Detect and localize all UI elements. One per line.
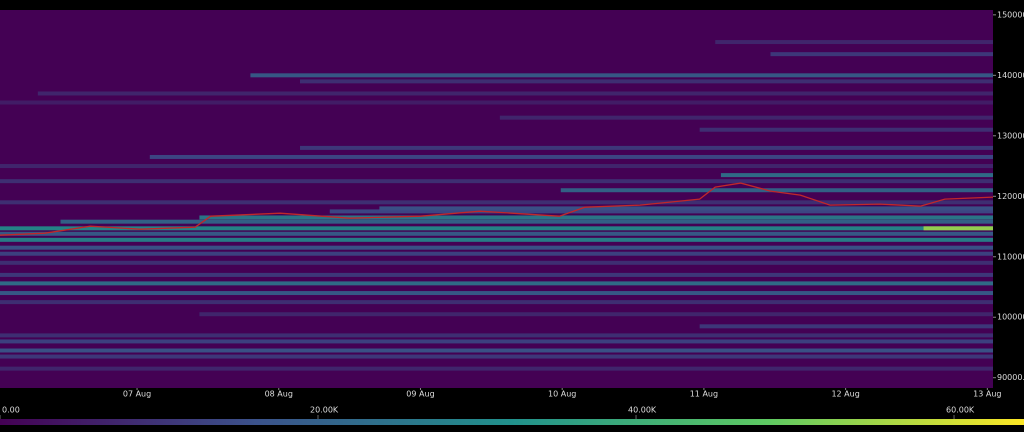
x-tick-label: 10 Aug — [548, 390, 576, 399]
plot-background — [0, 10, 993, 388]
heat-band — [0, 300, 993, 305]
heat-band — [0, 237, 993, 242]
heat-band — [0, 260, 993, 265]
heat-band — [300, 145, 993, 150]
y-tick-label: 130000.0 — [997, 131, 1024, 140]
heat-band — [720, 173, 993, 178]
heat-band — [199, 312, 993, 317]
x-tick-label: 13 Aug — [973, 390, 1001, 399]
heat-band — [0, 354, 993, 359]
heat-band — [300, 79, 993, 84]
heat-band — [0, 231, 993, 236]
colorbar-tick-label: 0.00 — [2, 406, 20, 415]
heat-band — [0, 179, 993, 184]
colorbar-tick-label: 40.00K — [628, 406, 657, 415]
y-tick-label: 140000.0 — [997, 71, 1024, 80]
heat-band — [37, 91, 994, 96]
x-tick-label: 07 Aug — [123, 390, 151, 399]
heat-band — [0, 348, 993, 353]
colorbar-tick-label: 20.00K — [310, 406, 339, 415]
heat-band — [0, 281, 993, 286]
y-tick-label: 100000.0 — [997, 313, 1024, 322]
heat-band — [0, 164, 993, 169]
price-line — [0, 182, 994, 236]
x-tick-label: 08 Aug — [265, 390, 293, 399]
colorbar — [0, 419, 1024, 425]
heat-band — [499, 115, 993, 120]
heat-band — [770, 52, 993, 57]
heat-band — [60, 219, 993, 224]
x-tick-label: 11 Aug — [690, 390, 718, 399]
y-tick-label: 110000.0 — [997, 252, 1024, 261]
heat-band — [149, 154, 993, 159]
heat-band — [379, 206, 993, 211]
heat-band — [560, 188, 993, 193]
heat-band — [0, 226, 993, 231]
colorbar-tick-label: 60.00K — [946, 406, 975, 415]
x-tick-label: 12 Aug — [831, 390, 859, 399]
y-tick-label: 150000.0 — [997, 10, 1024, 19]
heat-band — [715, 40, 993, 45]
heat-band — [0, 100, 993, 105]
heat-band — [0, 339, 993, 344]
heat-band — [0, 251, 993, 256]
x-tick-label: 09 Aug — [406, 390, 434, 399]
heat-band — [0, 333, 993, 338]
heat-band — [0, 366, 993, 371]
heat-band — [699, 127, 993, 132]
heat-band — [0, 245, 993, 250]
y-tick-label: 90000.0 — [997, 373, 1024, 382]
heat-band — [0, 200, 993, 205]
heat-band — [0, 272, 993, 277]
y-tick-label: 120000.0 — [997, 192, 1024, 201]
heat-band — [199, 215, 993, 220]
heat-band — [329, 209, 993, 214]
heat-band — [923, 226, 993, 231]
heat-band — [699, 324, 993, 329]
heat-band — [250, 73, 994, 78]
heat-band — [0, 291, 993, 296]
